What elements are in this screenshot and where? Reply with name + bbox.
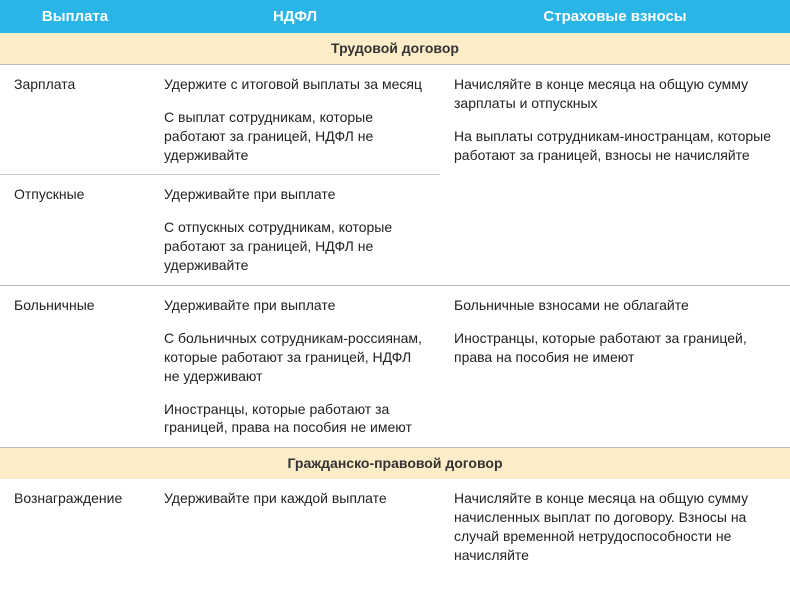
tax-table: Выплата НДФЛ Страховые взносы Трудовой д… — [0, 0, 790, 575]
section-trudovoi: Трудовой договор — [0, 33, 790, 64]
row-label: Зарплата — [0, 64, 150, 175]
cell-ndfl: Удержите с итоговой выплаты за месяц С в… — [150, 64, 440, 175]
section-title: Трудовой договор — [0, 33, 790, 64]
cell-text: На выплаты сотрудникам-иностранцам, кото… — [454, 127, 776, 165]
cell-ndfl: Удерживайте при выплате С отпускных сотр… — [150, 175, 440, 286]
cell-vznosy: Начисляйте в конце месяца на общую сумму… — [440, 479, 790, 575]
header-row: Выплата НДФЛ Страховые взносы — [0, 0, 790, 33]
header-ndfl: НДФЛ — [150, 0, 440, 33]
cell-text: С выплат сотрудникам, которые работают з… — [164, 108, 426, 165]
cell-text: Иностранцы, которые работают за границей… — [164, 400, 426, 438]
cell-text: Больничные взносами не облагайте — [454, 296, 776, 315]
header-vznosy: Страховые взносы — [440, 0, 790, 33]
cell-ndfl: Удерживайте при выплате С больничных сот… — [150, 286, 440, 448]
table-row-bolnichnye: Больничные Удерживайте при выплате С бол… — [0, 286, 790, 448]
cell-text: Удерживайте при выплате — [164, 296, 426, 315]
cell-text: С отпускных сотрудникам, которые работаю… — [164, 218, 426, 275]
section-gpd: Гражданско-правовой договор — [0, 448, 790, 479]
header-vyplata: Выплата — [0, 0, 150, 33]
table-row-zarplata: Зарплата Удержите с итоговой выплаты за … — [0, 64, 790, 175]
row-label: Отпускные — [0, 175, 150, 286]
cell-text: Удерживайте при каждой выплате — [164, 489, 426, 508]
cell-vznosy: Начисляйте в конце месяца на общую сумму… — [440, 64, 790, 285]
cell-text: Иностранцы, которые работают за границей… — [454, 329, 776, 367]
cell-ndfl: Удерживайте при каждой выплате — [150, 479, 440, 575]
cell-text: Начисляйте в конце месяца на общую сумму… — [454, 75, 776, 113]
row-label: Вознаграждение — [0, 479, 150, 575]
cell-text: Удержите с итоговой выплаты за месяц — [164, 75, 426, 94]
cell-text: Начисляйте в конце месяца на общую сумму… — [454, 489, 776, 565]
section-title: Гражданско-правовой договор — [0, 448, 790, 479]
table-row-voznagrazhdenie: Вознаграждение Удерживайте при каждой вы… — [0, 479, 790, 575]
cell-text: С больничных сотрудникам-россиянам, кото… — [164, 329, 426, 386]
cell-vznosy: Больничные взносами не облагайте Иностра… — [440, 286, 790, 448]
cell-text: Удерживайте при выплате — [164, 185, 426, 204]
row-label: Больничные — [0, 286, 150, 448]
